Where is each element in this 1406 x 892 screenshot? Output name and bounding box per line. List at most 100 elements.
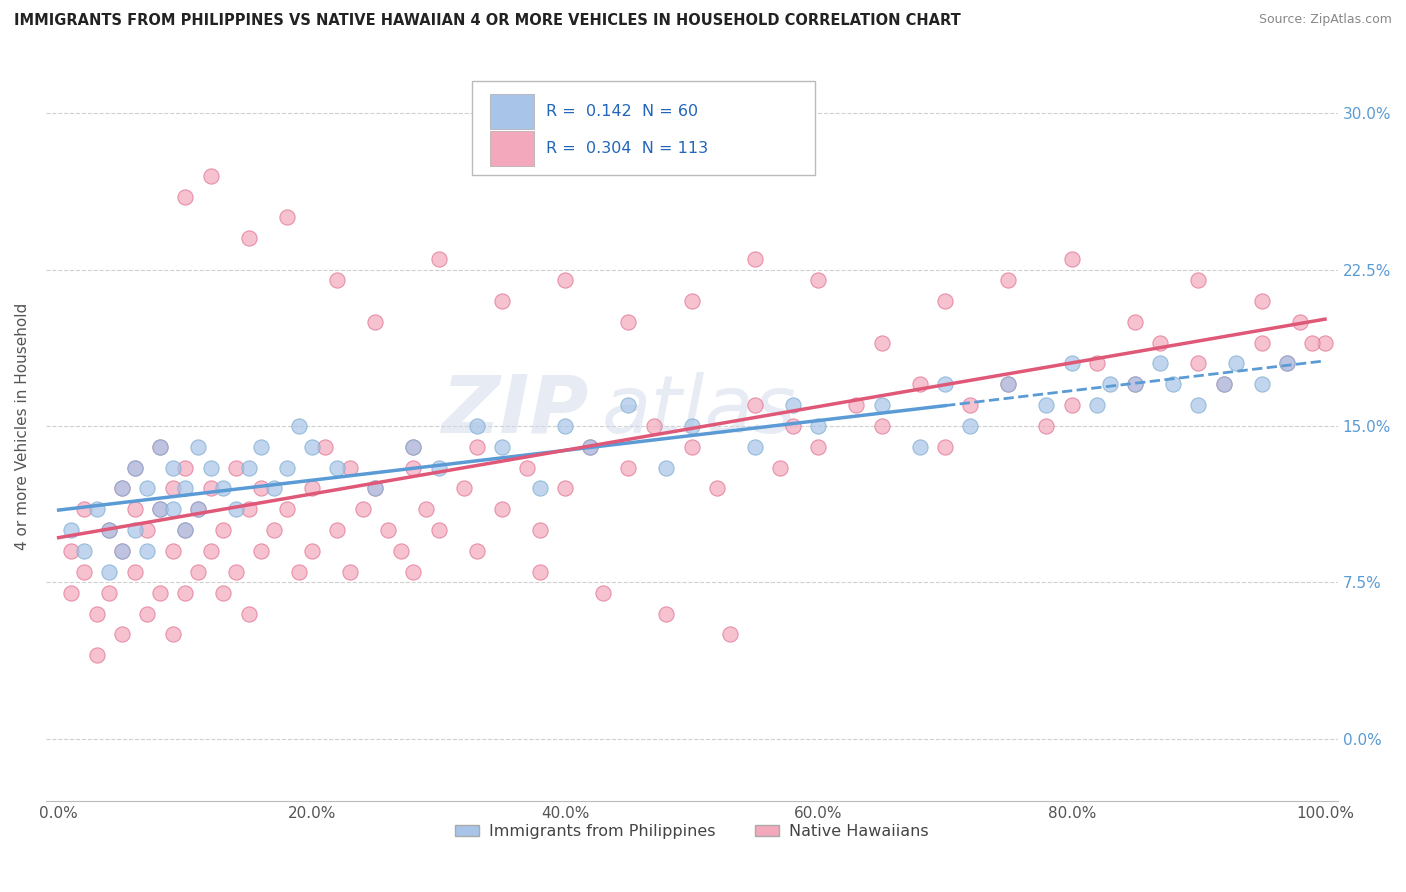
Point <box>908 377 931 392</box>
Point <box>263 482 285 496</box>
Point <box>301 440 323 454</box>
Point <box>200 169 222 183</box>
Point <box>934 293 956 308</box>
Point <box>60 523 83 537</box>
Point <box>516 460 538 475</box>
Point <box>655 460 678 475</box>
Point <box>149 502 172 516</box>
Point <box>655 607 678 621</box>
Point <box>377 523 399 537</box>
Point <box>427 523 450 537</box>
Point <box>149 440 172 454</box>
Point <box>427 252 450 267</box>
Point <box>276 211 298 225</box>
Point <box>124 523 146 537</box>
Point <box>98 565 121 579</box>
Point <box>364 482 387 496</box>
Point <box>352 502 374 516</box>
Point <box>124 460 146 475</box>
Point <box>225 565 247 579</box>
Point <box>212 586 235 600</box>
Point <box>807 273 830 287</box>
Point <box>681 419 703 434</box>
Point <box>1212 377 1234 392</box>
Point <box>1149 335 1171 350</box>
Point <box>124 565 146 579</box>
Point <box>402 440 425 454</box>
Point <box>1060 252 1083 267</box>
Point <box>1250 377 1272 392</box>
Point <box>1301 335 1323 350</box>
Point <box>174 482 197 496</box>
Point <box>124 460 146 475</box>
Point <box>187 440 209 454</box>
Point <box>579 440 602 454</box>
Point <box>389 544 412 558</box>
Text: atlas: atlas <box>602 372 796 450</box>
Point <box>364 315 387 329</box>
Point <box>997 377 1019 392</box>
Point <box>1187 356 1209 370</box>
Point <box>744 440 766 454</box>
Legend: Immigrants from Philippines, Native Hawaiians: Immigrants from Philippines, Native Hawa… <box>449 818 935 846</box>
Point <box>86 607 108 621</box>
Text: Source: ZipAtlas.com: Source: ZipAtlas.com <box>1258 13 1392 27</box>
Point <box>782 419 804 434</box>
Point <box>86 648 108 663</box>
Point <box>959 419 981 434</box>
Point <box>149 440 172 454</box>
Point <box>174 523 197 537</box>
Point <box>1123 377 1146 392</box>
Point <box>326 273 349 287</box>
Point <box>174 586 197 600</box>
Point <box>465 419 488 434</box>
Point <box>415 502 437 516</box>
Point <box>364 482 387 496</box>
Point <box>554 482 576 496</box>
Point <box>301 482 323 496</box>
Point <box>124 502 146 516</box>
Point <box>339 565 361 579</box>
Point <box>314 440 336 454</box>
Point <box>1225 356 1247 370</box>
Point <box>98 523 121 537</box>
Point <box>263 523 285 537</box>
Text: R =  0.304  N = 113: R = 0.304 N = 113 <box>546 141 709 156</box>
Point <box>238 607 260 621</box>
Point <box>807 440 830 454</box>
Point <box>238 460 260 475</box>
Point <box>491 293 513 308</box>
Point <box>212 523 235 537</box>
Point <box>326 523 349 537</box>
Point <box>174 189 197 203</box>
Point <box>453 482 475 496</box>
FancyBboxPatch shape <box>491 95 534 128</box>
Point <box>718 627 741 641</box>
Point <box>1149 356 1171 370</box>
Point <box>162 482 184 496</box>
Point <box>250 482 273 496</box>
Point <box>98 586 121 600</box>
Point <box>174 460 197 475</box>
Point <box>807 419 830 434</box>
Point <box>934 440 956 454</box>
Point <box>402 440 425 454</box>
Point <box>1161 377 1184 392</box>
Point <box>617 460 640 475</box>
Point <box>136 607 159 621</box>
Point <box>592 586 614 600</box>
Point <box>162 627 184 641</box>
Point <box>111 482 134 496</box>
Point <box>681 440 703 454</box>
Point <box>225 502 247 516</box>
Point <box>1035 419 1057 434</box>
Point <box>86 502 108 516</box>
Point <box>73 565 96 579</box>
Point <box>1035 398 1057 412</box>
Point <box>465 544 488 558</box>
Point <box>339 460 361 475</box>
Point <box>60 544 83 558</box>
Point <box>225 460 247 475</box>
Point <box>491 440 513 454</box>
Point <box>200 460 222 475</box>
